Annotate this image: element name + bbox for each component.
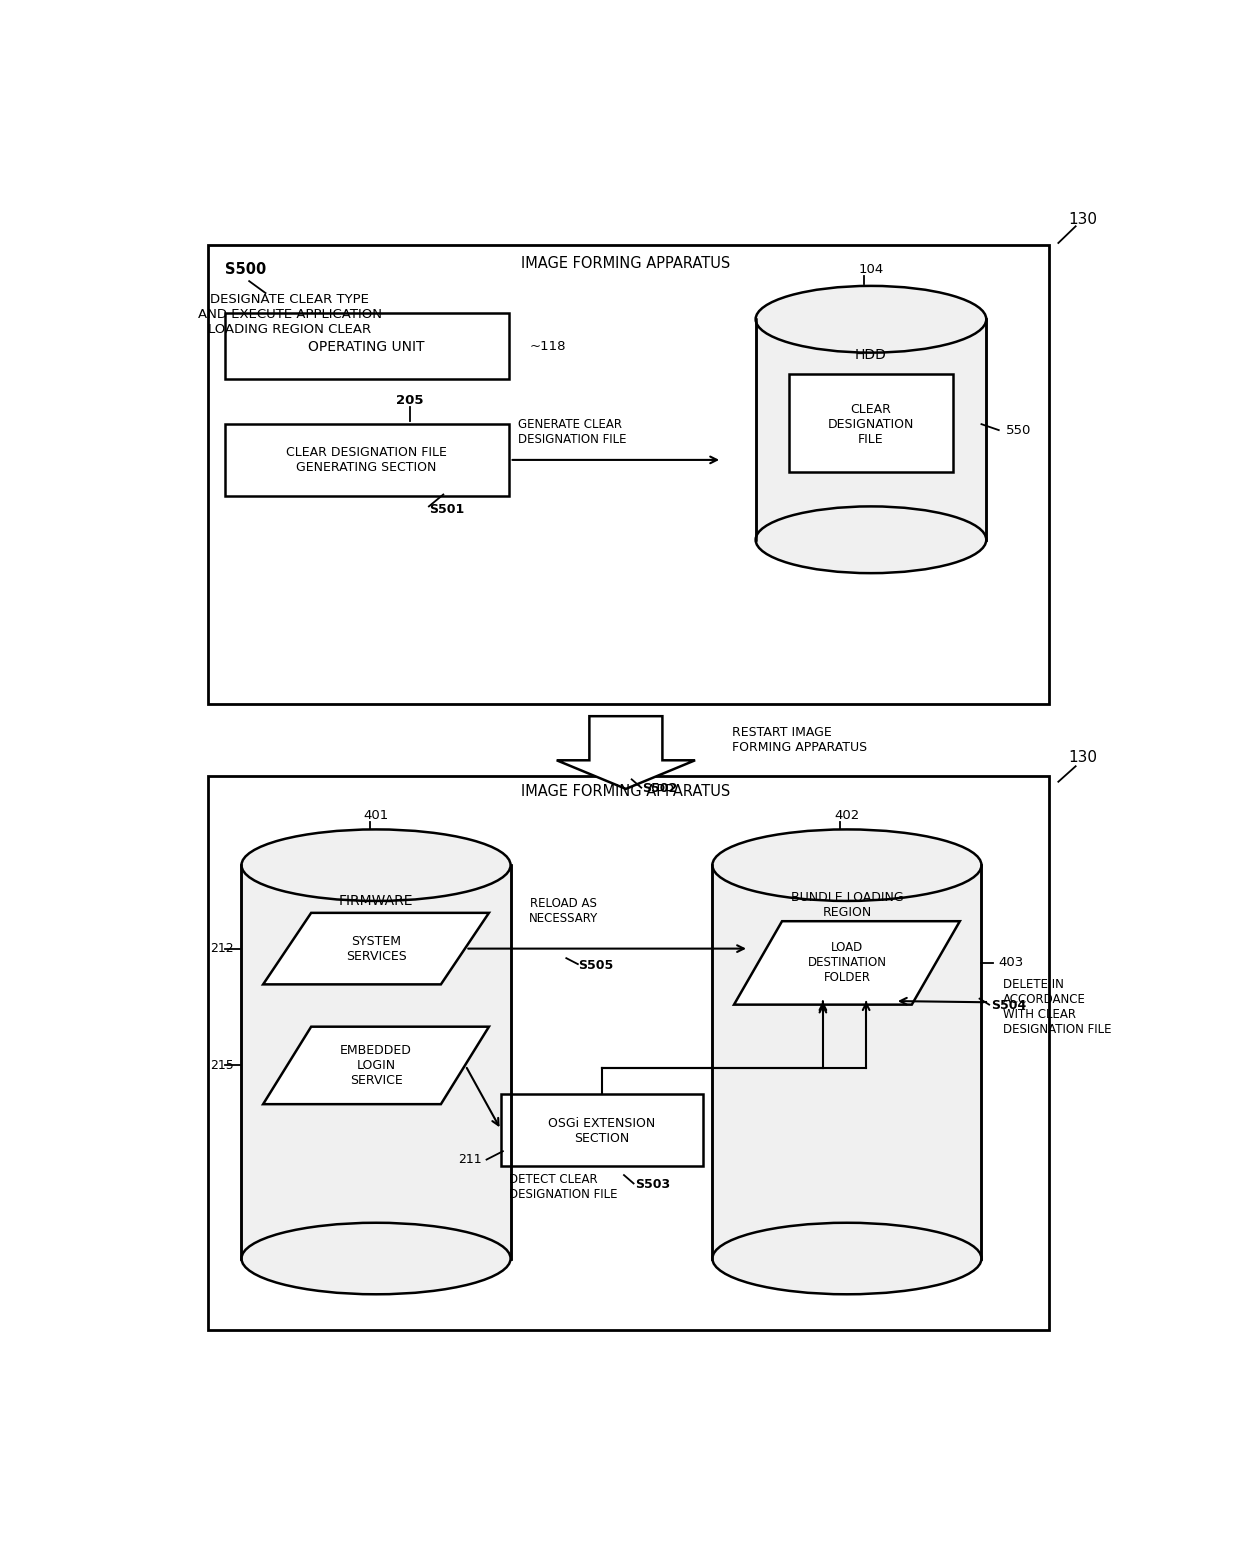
Text: IMAGE FORMING APPARATUS: IMAGE FORMING APPARATUS [521,255,730,271]
Text: 205: 205 [396,393,423,407]
Text: EMBEDDED
LOGIN
SERVICE: EMBEDDED LOGIN SERVICE [340,1043,412,1087]
Ellipse shape [712,830,982,901]
Text: RESTART IMAGE
FORMING APPARATUS: RESTART IMAGE FORMING APPARATUS [732,726,867,754]
Bar [789,375,952,472]
Bar [226,424,508,495]
Bar [208,245,1049,704]
Text: 130: 130 [1068,751,1097,765]
Text: ~118: ~118 [529,341,567,353]
Text: DELETE IN
ACCORDANCE
WITH CLEAR
DESIGNATION FILE: DELETE IN ACCORDANCE WITH CLEAR DESIGNAT… [1003,978,1111,1037]
Bar [242,865,511,1259]
Polygon shape [557,717,696,789]
Ellipse shape [242,830,511,901]
Text: RELOAD AS
NECESSARY: RELOAD AS NECESSARY [528,896,598,924]
Text: IMAGE FORMING APPARATUS: IMAGE FORMING APPARATUS [521,783,730,799]
Polygon shape [263,913,489,985]
Text: 215: 215 [210,1059,233,1071]
Bar [208,776,1049,1330]
Text: CLEAR DESIGNATION FILE
GENERATING SECTION: CLEAR DESIGNATION FILE GENERATING SECTIO… [286,446,446,474]
Text: CLEAR
DESIGNATION
FILE: CLEAR DESIGNATION FILE [828,402,914,446]
Text: 130: 130 [1068,212,1097,226]
Text: SYSTEM
SERVICES: SYSTEM SERVICES [346,935,407,963]
Text: 211: 211 [458,1153,481,1166]
Text: S504: S504 [991,1000,1027,1012]
Text: OSGi EXTENSION
SECTION: OSGi EXTENSION SECTION [548,1118,656,1146]
Text: HDD: HDD [856,348,887,362]
Ellipse shape [712,1223,982,1294]
Text: 212: 212 [210,943,233,955]
Text: S503: S503 [635,1178,671,1190]
Ellipse shape [755,286,986,353]
Text: 550: 550 [1006,424,1030,437]
Text: GENERATE CLEAR
DESIGNATION FILE: GENERATE CLEAR DESIGNATION FILE [518,418,626,446]
Text: 104: 104 [858,263,884,276]
Text: 401: 401 [363,808,388,822]
Polygon shape [734,921,960,1005]
Bar [712,865,982,1259]
Text: S501: S501 [429,503,464,517]
Text: BUNDLE LOADING
REGION: BUNDLE LOADING REGION [791,892,903,920]
Text: S500: S500 [226,262,267,277]
Bar [226,313,508,379]
Text: S502: S502 [642,782,677,796]
Text: DESIGNATE CLEAR TYPE
AND EXECUTE APPLICATION
LOADING REGION CLEAR: DESIGNATE CLEAR TYPE AND EXECUTE APPLICA… [197,293,382,336]
Text: DETECT CLEAR
DESIGNATION FILE: DETECT CLEAR DESIGNATION FILE [508,1173,618,1201]
Text: 403: 403 [998,957,1024,969]
Text: FIRMWARE: FIRMWARE [339,893,413,909]
Bar [755,319,986,540]
Text: S505: S505 [578,958,613,972]
Text: OPERATING UNIT: OPERATING UNIT [309,339,424,353]
Polygon shape [263,1026,489,1104]
Text: LOAD
DESTINATION
FOLDER: LOAD DESTINATION FOLDER [807,941,887,985]
Bar [501,1094,703,1166]
Ellipse shape [755,506,986,573]
Ellipse shape [242,1223,511,1294]
Text: 402: 402 [835,808,859,822]
